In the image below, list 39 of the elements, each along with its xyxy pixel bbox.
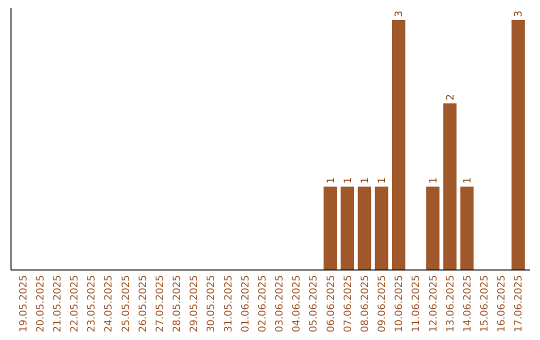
x-tick-label: 06.06.2025 <box>326 275 337 332</box>
x-tick-label: 26.05.2025 <box>138 275 149 332</box>
x-tick-label: 08.06.2025 <box>360 275 371 332</box>
x-tick-label: 20.05.2025 <box>35 275 46 332</box>
data-label: 1 <box>326 177 337 184</box>
x-tick-label: 16.06.2025 <box>496 275 508 332</box>
data-label: 3 <box>394 10 406 17</box>
x-tick-label: 23.05.2025 <box>86 275 98 332</box>
x-tick-label: 09.06.2025 <box>377 275 388 332</box>
x-tick-label: 30.05.2025 <box>206 275 218 332</box>
x-tick-label: 03.06.2025 <box>274 275 286 332</box>
x-tick-label: 02.06.2025 <box>257 275 268 332</box>
x-tick-label: 12.06.2025 <box>428 275 440 332</box>
x-tick-label: 24.05.2025 <box>104 275 115 332</box>
x-tick-label: 19.05.2025 <box>18 275 30 332</box>
x-tick-label: 05.06.2025 <box>308 275 320 332</box>
x-tick-label: 27.05.2025 <box>154 275 166 332</box>
x-tick-label: 15.06.2025 <box>480 275 491 332</box>
data-label: 1 <box>428 177 440 184</box>
data-label: 3 <box>514 10 525 17</box>
x-tick-label: 11.06.2025 <box>411 275 422 332</box>
x-tick-label: 01.06.2025 <box>240 275 252 332</box>
x-tick-label: 28.05.2025 <box>172 275 184 332</box>
x-tick-label: 17.06.2025 <box>514 275 525 332</box>
x-tick-label: 13.06.2025 <box>445 275 456 332</box>
x-tick-label: 21.05.2025 <box>52 275 64 332</box>
x-tick-label: 10.06.2025 <box>394 275 406 332</box>
x-tick-label: 14.06.2025 <box>462 275 474 332</box>
data-label: 1 <box>462 177 474 184</box>
x-tick-label: 04.06.2025 <box>292 275 303 332</box>
x-tick-label: 07.06.2025 <box>342 275 354 332</box>
x-tick-label: 31.05.2025 <box>223 275 234 332</box>
data-label: 2 <box>445 94 456 100</box>
x-tick-label: 22.05.2025 <box>70 275 81 332</box>
data-label: 1 <box>342 177 354 184</box>
data-label: 1 <box>377 177 388 184</box>
data-label: 1 <box>360 177 371 184</box>
x-tick-label: 29.05.2025 <box>189 275 200 332</box>
x-tick-label: 25.05.2025 <box>120 275 132 332</box>
